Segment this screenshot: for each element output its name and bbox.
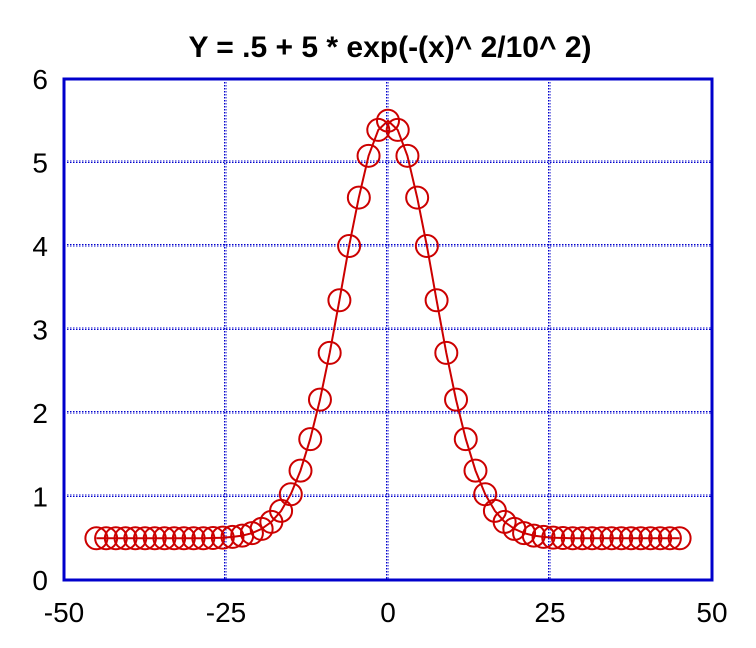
data-point	[220, 524, 245, 549]
y-tick-label: 2	[32, 398, 48, 429]
y-tick-label: 3	[32, 315, 48, 346]
data-point	[113, 526, 138, 551]
data-point	[288, 458, 313, 483]
data-point	[94, 526, 119, 551]
data-point	[346, 185, 371, 210]
data-point	[307, 387, 332, 412]
y-tick-label: 1	[32, 482, 48, 513]
data-point	[366, 117, 391, 142]
data-point	[599, 526, 624, 551]
data-point	[531, 524, 556, 549]
data-point	[201, 525, 226, 550]
data-point	[152, 526, 177, 551]
y-tick-label: 5	[32, 148, 48, 179]
x-tick-label: 0	[380, 597, 396, 628]
data-point	[521, 523, 546, 548]
plot-frame	[62, 77, 714, 582]
data-point	[356, 143, 381, 168]
y-tick-label: 4	[32, 231, 48, 262]
data-point	[550, 525, 575, 550]
data-point	[84, 526, 109, 551]
x-tick-label: 25	[534, 597, 565, 628]
data-point	[191, 526, 216, 551]
data-point	[376, 108, 400, 133]
series-line	[96, 119, 680, 540]
data-point	[278, 482, 303, 507]
data-point	[609, 526, 634, 551]
data-point	[667, 526, 692, 551]
x-tick-label: -25	[206, 597, 246, 628]
data-point	[181, 526, 206, 551]
data-point	[424, 288, 449, 313]
data-point	[123, 526, 148, 551]
data-point	[317, 340, 342, 365]
data-point	[395, 143, 420, 168]
x-tick-label: 50	[696, 597, 727, 628]
data-point	[657, 526, 682, 551]
x-tick-label: -50	[44, 597, 84, 628]
data-point	[405, 185, 430, 210]
data-point	[570, 526, 595, 551]
data-point	[580, 526, 605, 551]
data-point	[142, 526, 167, 551]
data-point	[444, 387, 469, 412]
data-point	[434, 340, 459, 365]
data-point	[162, 526, 187, 551]
data-point	[171, 526, 196, 551]
data-point	[648, 526, 673, 551]
data-point	[385, 117, 410, 142]
data-point	[298, 427, 323, 452]
series-layer	[84, 108, 692, 551]
x-tick-labels: -50 -25 0 25 50	[44, 597, 728, 628]
data-point	[327, 288, 352, 313]
data-point	[453, 427, 478, 452]
data-point	[560, 526, 585, 551]
data-point	[512, 521, 537, 546]
data-point	[638, 526, 663, 551]
data-point	[628, 526, 653, 551]
data-point	[133, 526, 157, 551]
data-point	[414, 234, 439, 258]
data-point	[210, 525, 235, 550]
data-point	[589, 526, 614, 551]
data-point	[463, 458, 488, 483]
chart-title: Y = .5 + 5 * exp(-(x)^ 2/10^ 2)	[188, 31, 591, 64]
grid	[64, 79, 712, 580]
y-tick-label: 0	[32, 565, 48, 596]
y-tick-labels: 0 1 2 3 4 5 6	[32, 64, 48, 596]
data-point	[337, 234, 362, 258]
data-point	[103, 526, 128, 551]
y-tick-label: 6	[32, 64, 48, 95]
data-point	[541, 525, 566, 550]
data-point	[619, 526, 643, 551]
